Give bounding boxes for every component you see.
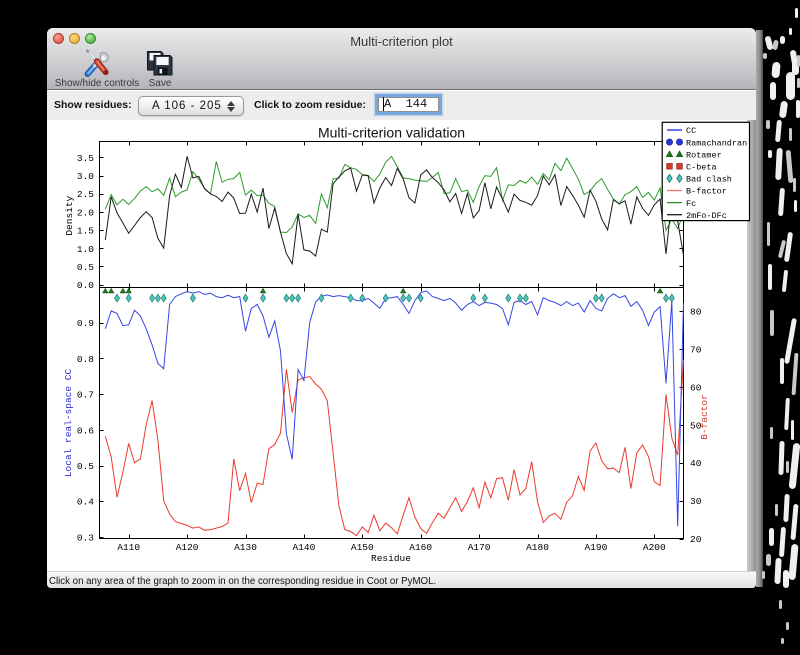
svg-text:3.0: 3.0 [77, 171, 94, 182]
svg-text:A140: A140 [292, 542, 315, 553]
svg-text:Residue: Residue [371, 553, 411, 564]
svg-text:50: 50 [690, 420, 702, 431]
svg-text:Density: Density [64, 195, 75, 235]
svg-text:Local real-space CC: Local real-space CC [63, 369, 74, 478]
svg-text:A190: A190 [584, 542, 607, 553]
svg-text:0.8: 0.8 [77, 354, 94, 365]
svg-text:60: 60 [690, 382, 702, 393]
svg-text:0.0: 0.0 [77, 280, 94, 291]
svg-text:B-factor: B-factor [686, 187, 727, 197]
svg-text:2.5: 2.5 [77, 189, 94, 200]
svg-text:0.7: 0.7 [77, 390, 94, 401]
svg-text:A200: A200 [643, 542, 666, 553]
svg-text:Rotamer: Rotamer [686, 150, 722, 160]
svg-text:40: 40 [690, 458, 702, 469]
svg-text:A150: A150 [351, 542, 374, 553]
svg-text:B-factor: B-factor [699, 394, 710, 440]
svg-text:A170: A170 [468, 542, 491, 553]
svg-text:A120: A120 [176, 542, 199, 553]
svg-text:Multi-criterion validation: Multi-criterion validation [318, 125, 465, 141]
svg-text:1.0: 1.0 [77, 244, 94, 255]
svg-text:0.3: 0.3 [77, 532, 94, 543]
svg-text:0.5: 0.5 [77, 461, 94, 472]
svg-text:0.9: 0.9 [77, 318, 94, 329]
svg-text:70: 70 [690, 344, 702, 355]
svg-text:80: 80 [690, 306, 702, 317]
svg-text:A110: A110 [117, 542, 140, 553]
svg-text:0.4: 0.4 [77, 497, 94, 508]
svg-text:Bad clash: Bad clash [686, 175, 732, 185]
svg-text:2mFo-DFc: 2mFo-DFc [686, 211, 727, 221]
svg-text:2.0: 2.0 [77, 207, 94, 218]
svg-text:A130: A130 [234, 542, 257, 553]
svg-text:Fc: Fc [686, 199, 696, 209]
svg-text:0.5: 0.5 [77, 262, 94, 273]
svg-text:A160: A160 [409, 542, 432, 553]
svg-text:30: 30 [690, 496, 702, 507]
svg-text:CC: CC [686, 126, 696, 136]
svg-text:Ramachandran: Ramachandran [686, 138, 747, 148]
svg-text:3.5: 3.5 [77, 153, 94, 164]
svg-text:C-beta: C-beta [686, 163, 717, 173]
svg-text:A180: A180 [526, 542, 549, 553]
svg-text:20: 20 [690, 534, 702, 545]
svg-text:0.6: 0.6 [77, 425, 94, 436]
svg-text:1.5: 1.5 [77, 226, 94, 237]
